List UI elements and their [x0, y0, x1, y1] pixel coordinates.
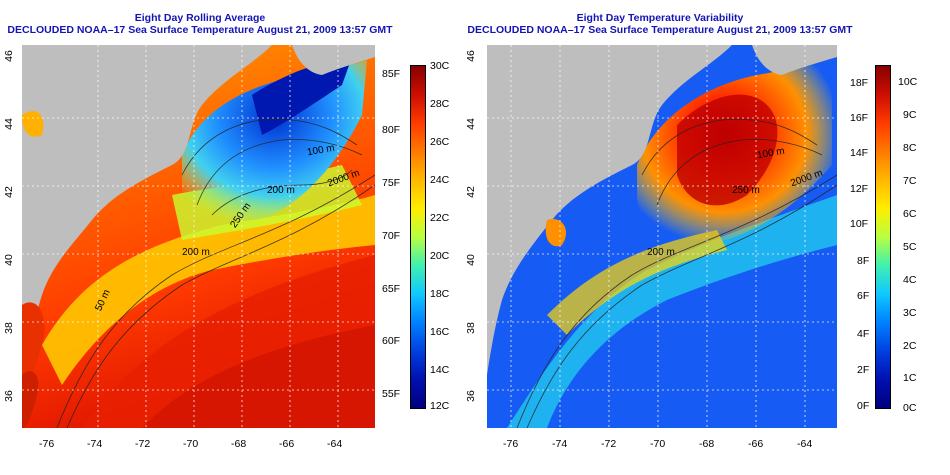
left-colorbar-c-label: 16C [430, 326, 450, 338]
left-colorbar-c-label: 30C [430, 60, 450, 72]
right-colorbar-c-label: 10C [898, 76, 918, 88]
right-lon-tick: -68 [699, 438, 715, 450]
right-colorbar [875, 65, 891, 409]
right-contour-label: 200 m [647, 247, 675, 258]
right-colorbar-f-label: 18F [850, 77, 869, 89]
right-colorbar-c-label: 4C [903, 274, 917, 286]
left-lon-tick: -72 [135, 438, 151, 450]
right-title-line2: DECLOUDED NOAA–17 Sea Surface Temperatur… [467, 24, 853, 36]
right-colorbar-f-label: 0F [857, 400, 870, 412]
left-map-svg [22, 45, 375, 428]
right-lon-tick: -76 [503, 438, 519, 450]
left-title: Eight Day Rolling Average DECLOUDED NOAA… [0, 12, 400, 36]
left-colorbar-c-label: 14C [430, 364, 450, 376]
right-contour-label: 250 m [732, 185, 760, 196]
left-title-line2: DECLOUDED NOAA–17 Sea Surface Temperatur… [7, 24, 393, 36]
left-lat-tick: 44 [2, 118, 15, 130]
left-colorbar-c-label: 24C [430, 174, 450, 186]
left-colorbar-c-label: 22C [430, 212, 450, 224]
right-title: Eight Day Temperature Variability DECLOU… [460, 12, 860, 36]
right-lat-tick: 40 [464, 254, 477, 266]
right-colorbar-c-label: 8C [903, 142, 917, 154]
left-lat-tick: 36 [2, 390, 15, 402]
left-lat-tick: 42 [2, 186, 15, 198]
right-colorbar-f-label: 12F [850, 183, 869, 195]
left-lon-tick: -68 [231, 438, 247, 450]
left-colorbar-f-label: 65F [382, 283, 401, 295]
right-colorbar-f-label: 8F [857, 255, 870, 267]
right-lon-tick: -72 [601, 438, 617, 450]
left-sst-map: 50 m 200 m 250 m 100 m 2000 m 200 m [22, 45, 375, 428]
right-title-line1: Eight Day Temperature Variability [576, 12, 744, 24]
right-variability-map: 200 m 2000 m 100 m 250 m [487, 45, 837, 428]
right-lat-tick: 38 [464, 322, 477, 334]
right-lat-tick: 44 [464, 118, 477, 130]
right-colorbar-c-label: 6C [903, 208, 917, 220]
left-colorbar-c-label: 20C [430, 250, 450, 262]
right-lon-tick: -74 [552, 438, 568, 450]
left-colorbar-c-label: 28C [430, 98, 450, 110]
right-colorbar-c-label: 3C [903, 307, 917, 319]
right-lat-tick: 36 [464, 390, 477, 402]
right-colorbar-f-label: 14F [850, 147, 869, 159]
right-lat-tick: 46 [464, 50, 477, 62]
right-lon-tick: -70 [650, 438, 666, 450]
left-lon-tick: -74 [87, 438, 103, 450]
left-lat-tick: 40 [2, 254, 15, 266]
right-lon-tick: -66 [748, 438, 764, 450]
right-map-svg [487, 45, 837, 428]
right-lat-tick: 42 [464, 186, 477, 198]
left-colorbar [410, 65, 426, 409]
left-colorbar-c-label: 12C [430, 400, 450, 412]
left-contour-label: 200 m [182, 247, 210, 258]
left-colorbar-f-label: 80F [382, 124, 401, 136]
right-colorbar-c-label: 2C [903, 340, 917, 352]
left-lon-tick: -64 [327, 438, 343, 450]
right-colorbar-f-label: 2F [857, 364, 870, 376]
left-lat-tick: 46 [2, 50, 15, 62]
left-colorbar-f-label: 75F [382, 177, 401, 189]
left-colorbar-f-label: 55F [382, 388, 401, 400]
left-lat-tick: 38 [2, 322, 15, 334]
right-colorbar-f-label: 6F [857, 290, 870, 302]
left-lon-tick: -70 [183, 438, 199, 450]
right-lon-tick: -64 [797, 438, 813, 450]
left-lon-tick: -66 [279, 438, 295, 450]
left-colorbar-c-label: 18C [430, 288, 450, 300]
right-colorbar-c-label: 1C [903, 372, 917, 384]
left-colorbar-f-label: 85F [382, 68, 401, 80]
left-colorbar-f-label: 70F [382, 230, 401, 242]
left-contour-label: 200 m [267, 185, 295, 196]
right-colorbar-f-label: 16F [850, 112, 869, 124]
left-lon-tick: -76 [39, 438, 55, 450]
left-title-line1: Eight Day Rolling Average [134, 12, 266, 24]
right-colorbar-c-label: 0C [903, 402, 917, 414]
left-colorbar-c-label: 26C [430, 136, 450, 148]
right-colorbar-c-label: 9C [903, 109, 917, 121]
right-colorbar-f-label: 10F [850, 218, 869, 230]
right-colorbar-f-label: 4F [857, 328, 870, 340]
right-colorbar-c-label: 5C [903, 241, 917, 253]
left-colorbar-f-label: 60F [382, 335, 401, 347]
right-colorbar-c-label: 7C [903, 175, 917, 187]
